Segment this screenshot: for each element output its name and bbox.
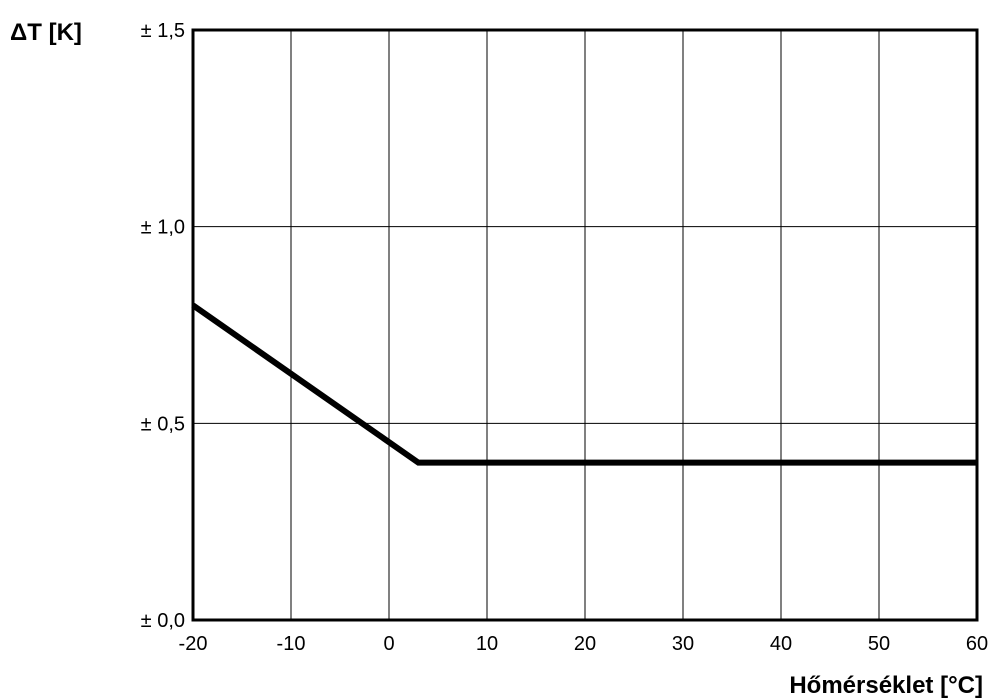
x-tick-label: 0 bbox=[383, 633, 394, 655]
x-tick-labels: -20 -10 0 10 20 30 40 50 60 bbox=[179, 633, 989, 655]
plot-frame bbox=[191, 28, 979, 622]
x-tick-label: -20 bbox=[179, 633, 208, 655]
y-tick-labels: ± 0,0 ± 0,5 ± 1,0 ± 1,5 bbox=[141, 20, 185, 632]
x-tick-label: 20 bbox=[574, 633, 596, 655]
x-tick-label: 60 bbox=[966, 633, 988, 655]
y-tick-label: ± 1,5 bbox=[141, 20, 185, 42]
y-tick-label: ± 1,0 bbox=[141, 217, 185, 239]
y-axis-title: ΔT [K] bbox=[10, 19, 82, 46]
x-tick-label: 10 bbox=[476, 633, 498, 655]
y-tick-label: ± 0,0 bbox=[141, 610, 185, 632]
x-tick-label: 40 bbox=[770, 633, 792, 655]
y-tick-label: ± 0,5 bbox=[141, 413, 185, 435]
grid bbox=[193, 30, 977, 620]
series-line bbox=[191, 302, 977, 466]
x-tick-label: -10 bbox=[277, 633, 306, 655]
series-group bbox=[191, 302, 977, 466]
x-tick-label: 50 bbox=[868, 633, 890, 655]
x-axis-title: Hőmérséklet [°C] bbox=[789, 672, 983, 699]
x-tick-label: 30 bbox=[672, 633, 694, 655]
